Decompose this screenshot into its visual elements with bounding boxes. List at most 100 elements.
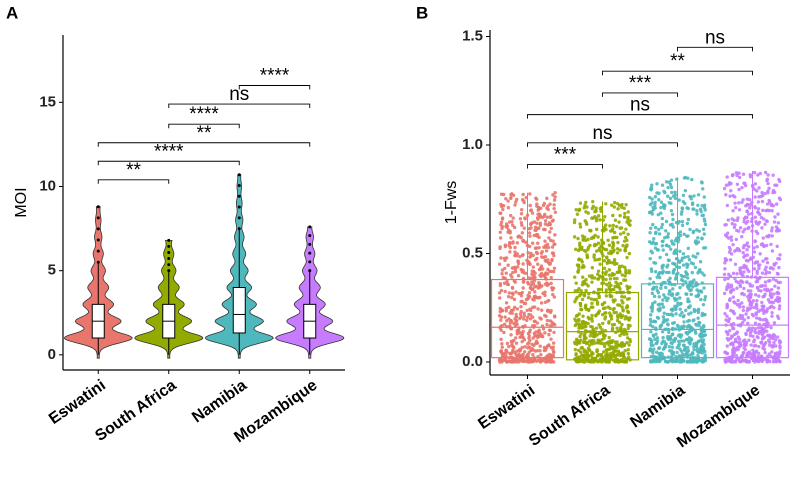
jitter-point [512, 297, 517, 302]
jitter-point [773, 284, 777, 288]
jitter-point [552, 295, 557, 299]
jitter-point [728, 194, 732, 198]
jitter-point [689, 195, 693, 199]
jitter-point [752, 305, 756, 310]
jitter-point [581, 353, 586, 358]
jitter-point [733, 262, 738, 266]
jitter-point [762, 244, 766, 249]
jitter-point [519, 212, 524, 216]
jitter-point [748, 198, 752, 202]
jitter-point [552, 323, 557, 327]
jitter-point [533, 294, 537, 299]
jitter-point [579, 258, 583, 262]
jitter-point [547, 343, 551, 347]
jitter-point [776, 221, 781, 225]
jitter-point [515, 332, 519, 336]
jitter-point [505, 341, 510, 346]
jitter-point [734, 205, 738, 210]
jitter-point [601, 254, 605, 258]
jitter-point [592, 298, 596, 302]
jitter-point [702, 273, 706, 277]
jitter-point [509, 333, 513, 337]
jitter-point [727, 250, 732, 254]
jitter-point [609, 314, 614, 318]
jitter-point [594, 219, 599, 223]
jitter-point [737, 175, 742, 180]
jitter-point [679, 339, 684, 343]
jitter-point [548, 230, 552, 234]
jitter-point [687, 324, 691, 329]
significance-bracket [527, 142, 678, 147]
jitter-point [776, 212, 780, 216]
jitter-point [769, 229, 774, 233]
jitter-point [623, 274, 627, 278]
significance-bracket [602, 70, 753, 76]
jitter-point [771, 333, 775, 337]
jitter-point [686, 176, 690, 180]
jitter-point [622, 231, 626, 235]
jitter-point [552, 253, 556, 258]
jitter-point [731, 349, 736, 354]
jitter-point [747, 244, 751, 249]
jitter-point [756, 173, 760, 177]
jitter-point [689, 292, 693, 297]
jitter-point [657, 198, 661, 202]
jitter-point [622, 327, 627, 332]
jitter-point [519, 221, 524, 225]
y-tick-label: 5 [48, 262, 56, 279]
jitter-point [753, 239, 757, 243]
jitter-point [572, 220, 577, 225]
jitter-point [509, 236, 513, 240]
jitter-point [694, 344, 699, 349]
jitter-point [665, 298, 669, 303]
jitter-point [746, 212, 751, 216]
jitter-point [733, 223, 737, 227]
jitter-point [578, 225, 583, 229]
jitter-point [517, 234, 521, 238]
outlier [167, 269, 171, 273]
jitter-point [680, 274, 685, 279]
jitter-point [509, 273, 513, 277]
jitter-point [591, 216, 595, 220]
jitter-point [552, 315, 557, 319]
jitter-point [661, 320, 665, 324]
outlier [237, 173, 241, 177]
jitter-point [664, 252, 669, 257]
jitter-point [522, 226, 526, 230]
jitter-point [616, 240, 620, 245]
significance-label: ns [592, 123, 612, 144]
significance-label: *** [629, 73, 652, 94]
jitter-point [700, 213, 704, 218]
jitter-point [614, 310, 619, 315]
jitter-point [688, 342, 692, 346]
jitter-point [735, 182, 740, 186]
jitter-point [684, 308, 688, 313]
jitter-point [593, 332, 597, 336]
jitter-point [552, 330, 556, 335]
jitter-point [501, 207, 505, 212]
jitter-point [695, 212, 699, 216]
jitter-point [765, 202, 770, 206]
jitter-point [499, 318, 503, 322]
jitter-point [653, 337, 657, 342]
jitter-point [626, 210, 630, 214]
jitter-point [502, 281, 507, 285]
jitter-point [752, 340, 756, 344]
jitter-point [760, 336, 765, 341]
jitter-point [598, 218, 602, 222]
jitter-point [527, 294, 532, 299]
jitter-point [579, 292, 583, 296]
jitter-point [531, 352, 535, 357]
jitter-point [600, 312, 605, 317]
jitter-point [655, 341, 659, 345]
jitter-point [687, 299, 691, 304]
jitter-point [657, 309, 661, 313]
jitter-point [598, 262, 602, 266]
jitter-point [531, 265, 535, 269]
jitter-point [653, 195, 658, 199]
jitter-point [691, 359, 695, 363]
jitter-point [611, 236, 615, 240]
jitter-point [724, 183, 729, 187]
jitter-point [648, 337, 653, 342]
jitter-point [598, 275, 602, 279]
